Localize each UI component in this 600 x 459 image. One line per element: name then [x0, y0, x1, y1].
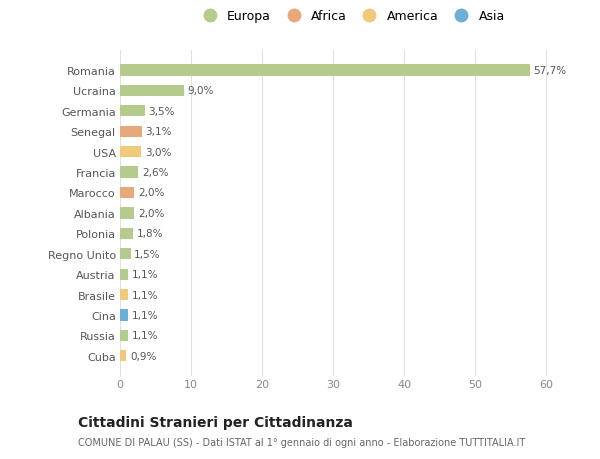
Text: 2,6%: 2,6% — [142, 168, 169, 178]
Bar — [120, 269, 128, 280]
Bar — [120, 167, 139, 178]
Text: 3,0%: 3,0% — [145, 147, 171, 157]
Text: Cittadini Stranieri per Cittadinanza: Cittadini Stranieri per Cittadinanza — [78, 415, 353, 429]
Text: 1,8%: 1,8% — [136, 229, 163, 239]
Text: 1,5%: 1,5% — [134, 249, 161, 259]
Text: 2,0%: 2,0% — [138, 208, 164, 218]
Text: 2,0%: 2,0% — [138, 188, 164, 198]
Bar — [120, 187, 134, 199]
Bar — [120, 249, 131, 260]
Text: 3,5%: 3,5% — [148, 106, 175, 117]
Bar — [120, 86, 184, 97]
Bar — [120, 330, 128, 341]
Bar — [120, 65, 530, 77]
Text: 1,1%: 1,1% — [131, 330, 158, 341]
Legend: Europa, Africa, America, Asia: Europa, Africa, America, Asia — [194, 8, 508, 26]
Text: COMUNE DI PALAU (SS) - Dati ISTAT al 1° gennaio di ogni anno - Elaborazione TUTT: COMUNE DI PALAU (SS) - Dati ISTAT al 1° … — [78, 437, 525, 447]
Bar — [120, 106, 145, 117]
Text: 57,7%: 57,7% — [533, 66, 567, 76]
Bar — [120, 289, 128, 301]
Text: 1,1%: 1,1% — [131, 269, 158, 280]
Text: 1,1%: 1,1% — [131, 310, 158, 320]
Text: 9,0%: 9,0% — [188, 86, 214, 96]
Bar — [120, 310, 128, 321]
Text: 3,1%: 3,1% — [146, 127, 172, 137]
Text: 1,1%: 1,1% — [131, 290, 158, 300]
Text: 0,9%: 0,9% — [130, 351, 157, 361]
Bar — [120, 126, 142, 138]
Bar — [120, 147, 142, 158]
Bar — [120, 350, 127, 362]
Bar — [120, 228, 133, 240]
Bar — [120, 208, 134, 219]
